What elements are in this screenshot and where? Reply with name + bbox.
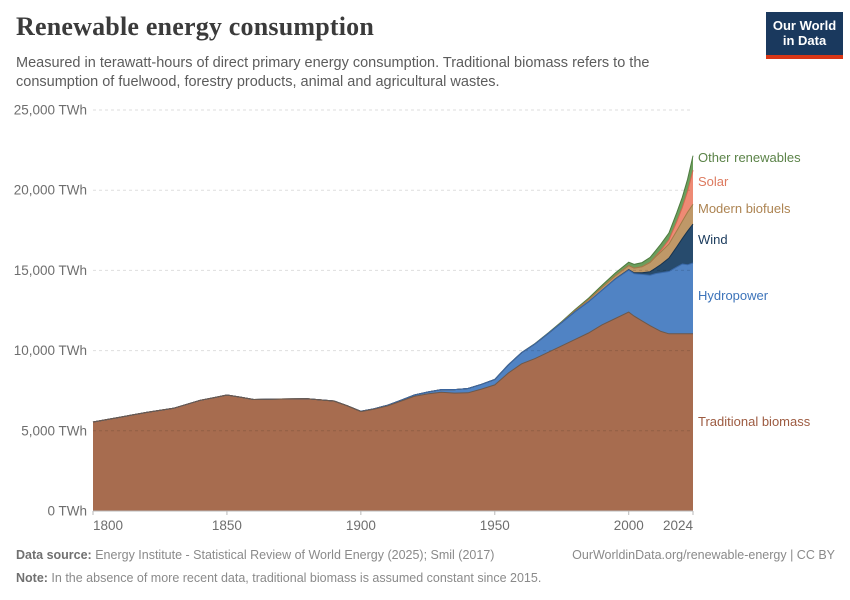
owid-logo[interactable]: Our World in Data (766, 12, 843, 59)
data-source-label: Data source: (16, 548, 92, 562)
legend-label-traditional-biomass[interactable]: Traditional biomass (698, 414, 811, 429)
data-source-text: Energy Institute - Statistical Review of… (91, 548, 495, 562)
legend-label-hydropower[interactable]: Hydropower (698, 288, 769, 303)
x-axis-label: 2000 (614, 518, 644, 533)
legend-label-solar[interactable]: Solar (698, 174, 729, 189)
area-traditional-biomass[interactable] (93, 312, 693, 511)
y-axis-label: 5,000 TWh (21, 423, 87, 438)
citation-link[interactable]: OurWorldinData.org/renewable-energy | CC… (572, 548, 835, 562)
subtitle-line-1: Measured in terawatt-hours of direct pri… (16, 55, 650, 71)
page-title: Renewable energy consumption (16, 12, 375, 41)
note-label: Note: (16, 570, 48, 585)
data-source: Data source: Energy Institute - Statisti… (16, 548, 494, 564)
x-axis-label: 1900 (346, 518, 376, 533)
x-axis-label: 1950 (480, 518, 510, 533)
outline-traditional-biomass (92, 311, 693, 423)
x-axis-label: 1800 (93, 518, 123, 533)
legend-label-wind[interactable]: Wind (698, 232, 728, 247)
y-axis-label: 25,000 TWh (14, 103, 87, 118)
subtitle-line-2: consumption of fuelwood, forestry produc… (16, 74, 500, 91)
legend-label-other-renewables[interactable]: Other renewables (698, 150, 801, 165)
note-text: In the absence of more recent data, trad… (47, 570, 542, 585)
legend-label-modern-biofuels[interactable]: Modern biofuels (698, 201, 791, 216)
area-hydropower[interactable] (93, 263, 693, 422)
logo-line-1: Our World (772, 17, 837, 33)
logo-line-2: in Data (782, 32, 827, 48)
y-axis-label: 10,000 TWh (14, 343, 87, 358)
chart-subtitle: Measured in terawatt-hours of direct pri… (16, 54, 706, 93)
y-axis-label: 0 TWh (47, 504, 87, 519)
chart-footer: Data source: Energy Institute - Statisti… (16, 548, 835, 586)
footer-note: Note: In the absence of more recent data… (16, 571, 835, 587)
x-axis-label: 1850 (212, 518, 242, 533)
y-axis-label: 15,000 TWh (14, 263, 87, 278)
x-axis-label: 2024 (663, 518, 694, 533)
y-axis-label: 20,000 TWh (14, 183, 87, 198)
